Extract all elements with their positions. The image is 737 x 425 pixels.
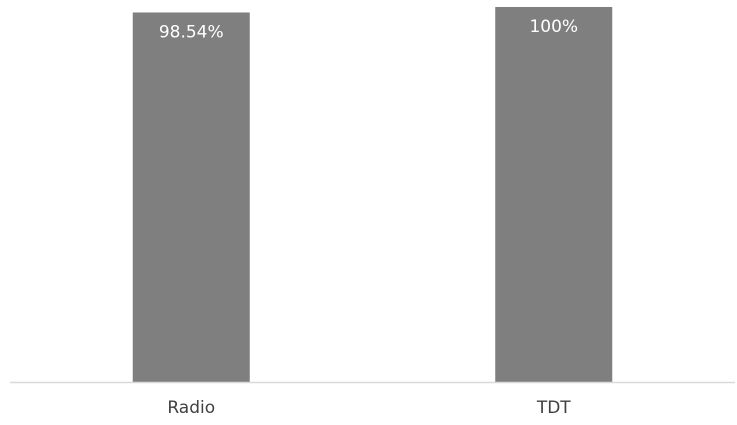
bar-tdt: [495, 7, 613, 382]
x-tick-labels-layer: Radio TDT: [167, 398, 571, 418]
data-labels-layer: 98.54% 100%: [159, 17, 578, 42]
bar-radio: [132, 12, 250, 382]
bars-layer: [132, 7, 613, 382]
data-label-radio: 98.54%: [159, 22, 224, 42]
x-tick-label-radio: Radio: [167, 398, 215, 418]
data-label-tdt: 100%: [529, 17, 578, 37]
x-tick-label-tdt: TDT: [536, 398, 571, 418]
